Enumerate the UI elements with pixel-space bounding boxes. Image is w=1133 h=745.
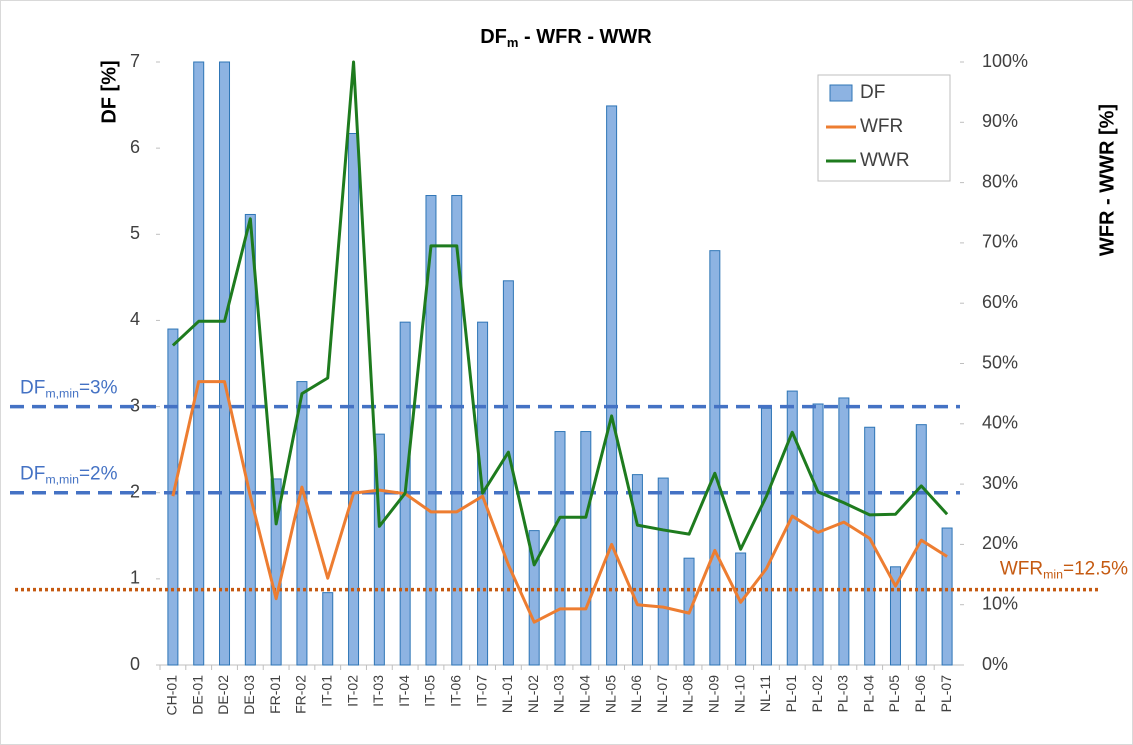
reference-label-part: min	[1043, 568, 1063, 582]
reference-label: DFm,min=2%	[20, 464, 118, 487]
bar	[580, 431, 592, 666]
y-axis-label: DF [%]	[98, 60, 120, 123]
y-tick-label: 4	[130, 309, 140, 329]
chart-title-part: DF	[480, 26, 507, 48]
x-tick-label: IT-06	[447, 675, 463, 707]
line	[171, 60, 949, 567]
x-tick-label: NL-04	[577, 675, 593, 713]
chart-title-part: - WFR - WWR	[518, 26, 652, 48]
x-tick-label: IT-03	[370, 675, 386, 707]
bar	[244, 213, 256, 666]
bar	[709, 250, 721, 666]
x-tick-label: NL-07	[654, 675, 670, 713]
x-tick-label: NL-10	[731, 675, 747, 713]
x-tick-label: IT-05	[422, 675, 438, 707]
x-tick-label: NL-01	[499, 675, 515, 713]
bar	[348, 132, 360, 666]
y-tick-label: 0	[130, 654, 140, 674]
y2-axis-label: WFR - WWR [%]	[1096, 104, 1118, 256]
y2-tick-label: 80%	[982, 171, 1018, 191]
y2-tick-label: 50%	[982, 352, 1018, 372]
y2-tick-label: 10%	[982, 593, 1018, 613]
legend-label: DF	[860, 82, 885, 103]
reference-label-part: DF	[20, 378, 45, 399]
x-tick-label: IT-07	[473, 675, 489, 707]
bar	[528, 530, 540, 666]
x-tick-label: IT-01	[318, 675, 334, 707]
y-tick-label: 1	[130, 568, 140, 588]
reference-label: WFRmin=12.5%	[1000, 559, 1128, 582]
x-tick-label: CH-01	[164, 675, 180, 716]
x-tick-label: NL-06	[628, 675, 644, 713]
x-tick-label: DE-02	[215, 675, 231, 715]
x-tick-label: PL-02	[809, 675, 825, 713]
x-tick-label: NL-02	[525, 675, 541, 713]
x-tick-label: PL-05	[886, 675, 902, 713]
bar	[451, 195, 463, 666]
y2-tick-label: 70%	[982, 232, 1018, 252]
bar	[631, 474, 643, 666]
x-tick-label: PL-04	[860, 675, 876, 713]
legend-label: WWR	[860, 150, 910, 171]
y2-tick-label: 40%	[982, 413, 1018, 433]
reference-label-part: m,min	[45, 387, 79, 401]
x-tick-label: FR-01	[267, 675, 283, 714]
x-tick-label: NL-08	[680, 675, 696, 713]
legend-label: WFR	[860, 116, 903, 137]
x-tick-label: NL-09	[706, 675, 722, 713]
y-tick-label: 5	[130, 223, 140, 243]
x-tick-label: NL-11	[757, 675, 773, 712]
bar	[657, 477, 669, 666]
reference-label-part: m,min	[45, 473, 79, 487]
y-tick-label: 7	[130, 51, 140, 71]
reference-label-part: WFR	[1000, 559, 1043, 580]
x-tick-label: PL-06	[912, 675, 928, 713]
y-tick-label: 2	[130, 481, 140, 501]
bar	[193, 61, 205, 666]
y2-tick-label: 60%	[982, 292, 1018, 312]
legend-swatch	[829, 84, 853, 102]
bar	[889, 566, 901, 666]
x-tick-label: DE-01	[189, 675, 205, 715]
x-tick-label: IT-04	[396, 675, 412, 707]
bar	[296, 381, 308, 666]
reference-label-part: =12.5%	[1063, 559, 1128, 580]
bar	[373, 433, 385, 666]
bar	[735, 552, 747, 666]
y-tick-label: 6	[130, 137, 140, 157]
chart-title: DFm - WFR - WWR	[480, 26, 652, 50]
y-tick-label: 3	[130, 395, 140, 415]
y2-tick-label: 100%	[982, 51, 1028, 71]
bar	[760, 407, 772, 666]
y2-tick-label: 20%	[982, 533, 1018, 553]
x-tick-label: PL-07	[938, 675, 954, 713]
x-tick-label: IT-02	[344, 675, 360, 707]
reference-label-part: DF	[20, 464, 45, 485]
line	[171, 380, 948, 624]
bar	[606, 105, 618, 666]
y2-tick-label: 30%	[982, 473, 1018, 493]
reference-label: DFm,min=3%	[20, 378, 118, 401]
bar	[812, 403, 824, 666]
reference-label-part: =2%	[79, 464, 118, 485]
chart-title-part: m	[507, 35, 519, 50]
x-tick-label: NL-03	[551, 675, 567, 713]
x-tick-label: FR-02	[293, 675, 309, 714]
bar	[838, 397, 850, 666]
bar	[941, 527, 953, 666]
x-tick-label: DE-03	[241, 675, 257, 715]
x-tick-label: NL-05	[602, 675, 618, 713]
y2-tick-label: 90%	[982, 111, 1018, 131]
bar	[219, 61, 231, 666]
x-tick-label: PL-03	[835, 675, 851, 713]
bar	[425, 195, 437, 666]
reference-label-part: =3%	[79, 378, 118, 399]
bar	[554, 431, 566, 666]
x-tick-label: PL-01	[783, 675, 799, 713]
bar	[322, 592, 334, 666]
y2-tick-label: 0%	[982, 654, 1008, 674]
bar	[167, 328, 179, 666]
